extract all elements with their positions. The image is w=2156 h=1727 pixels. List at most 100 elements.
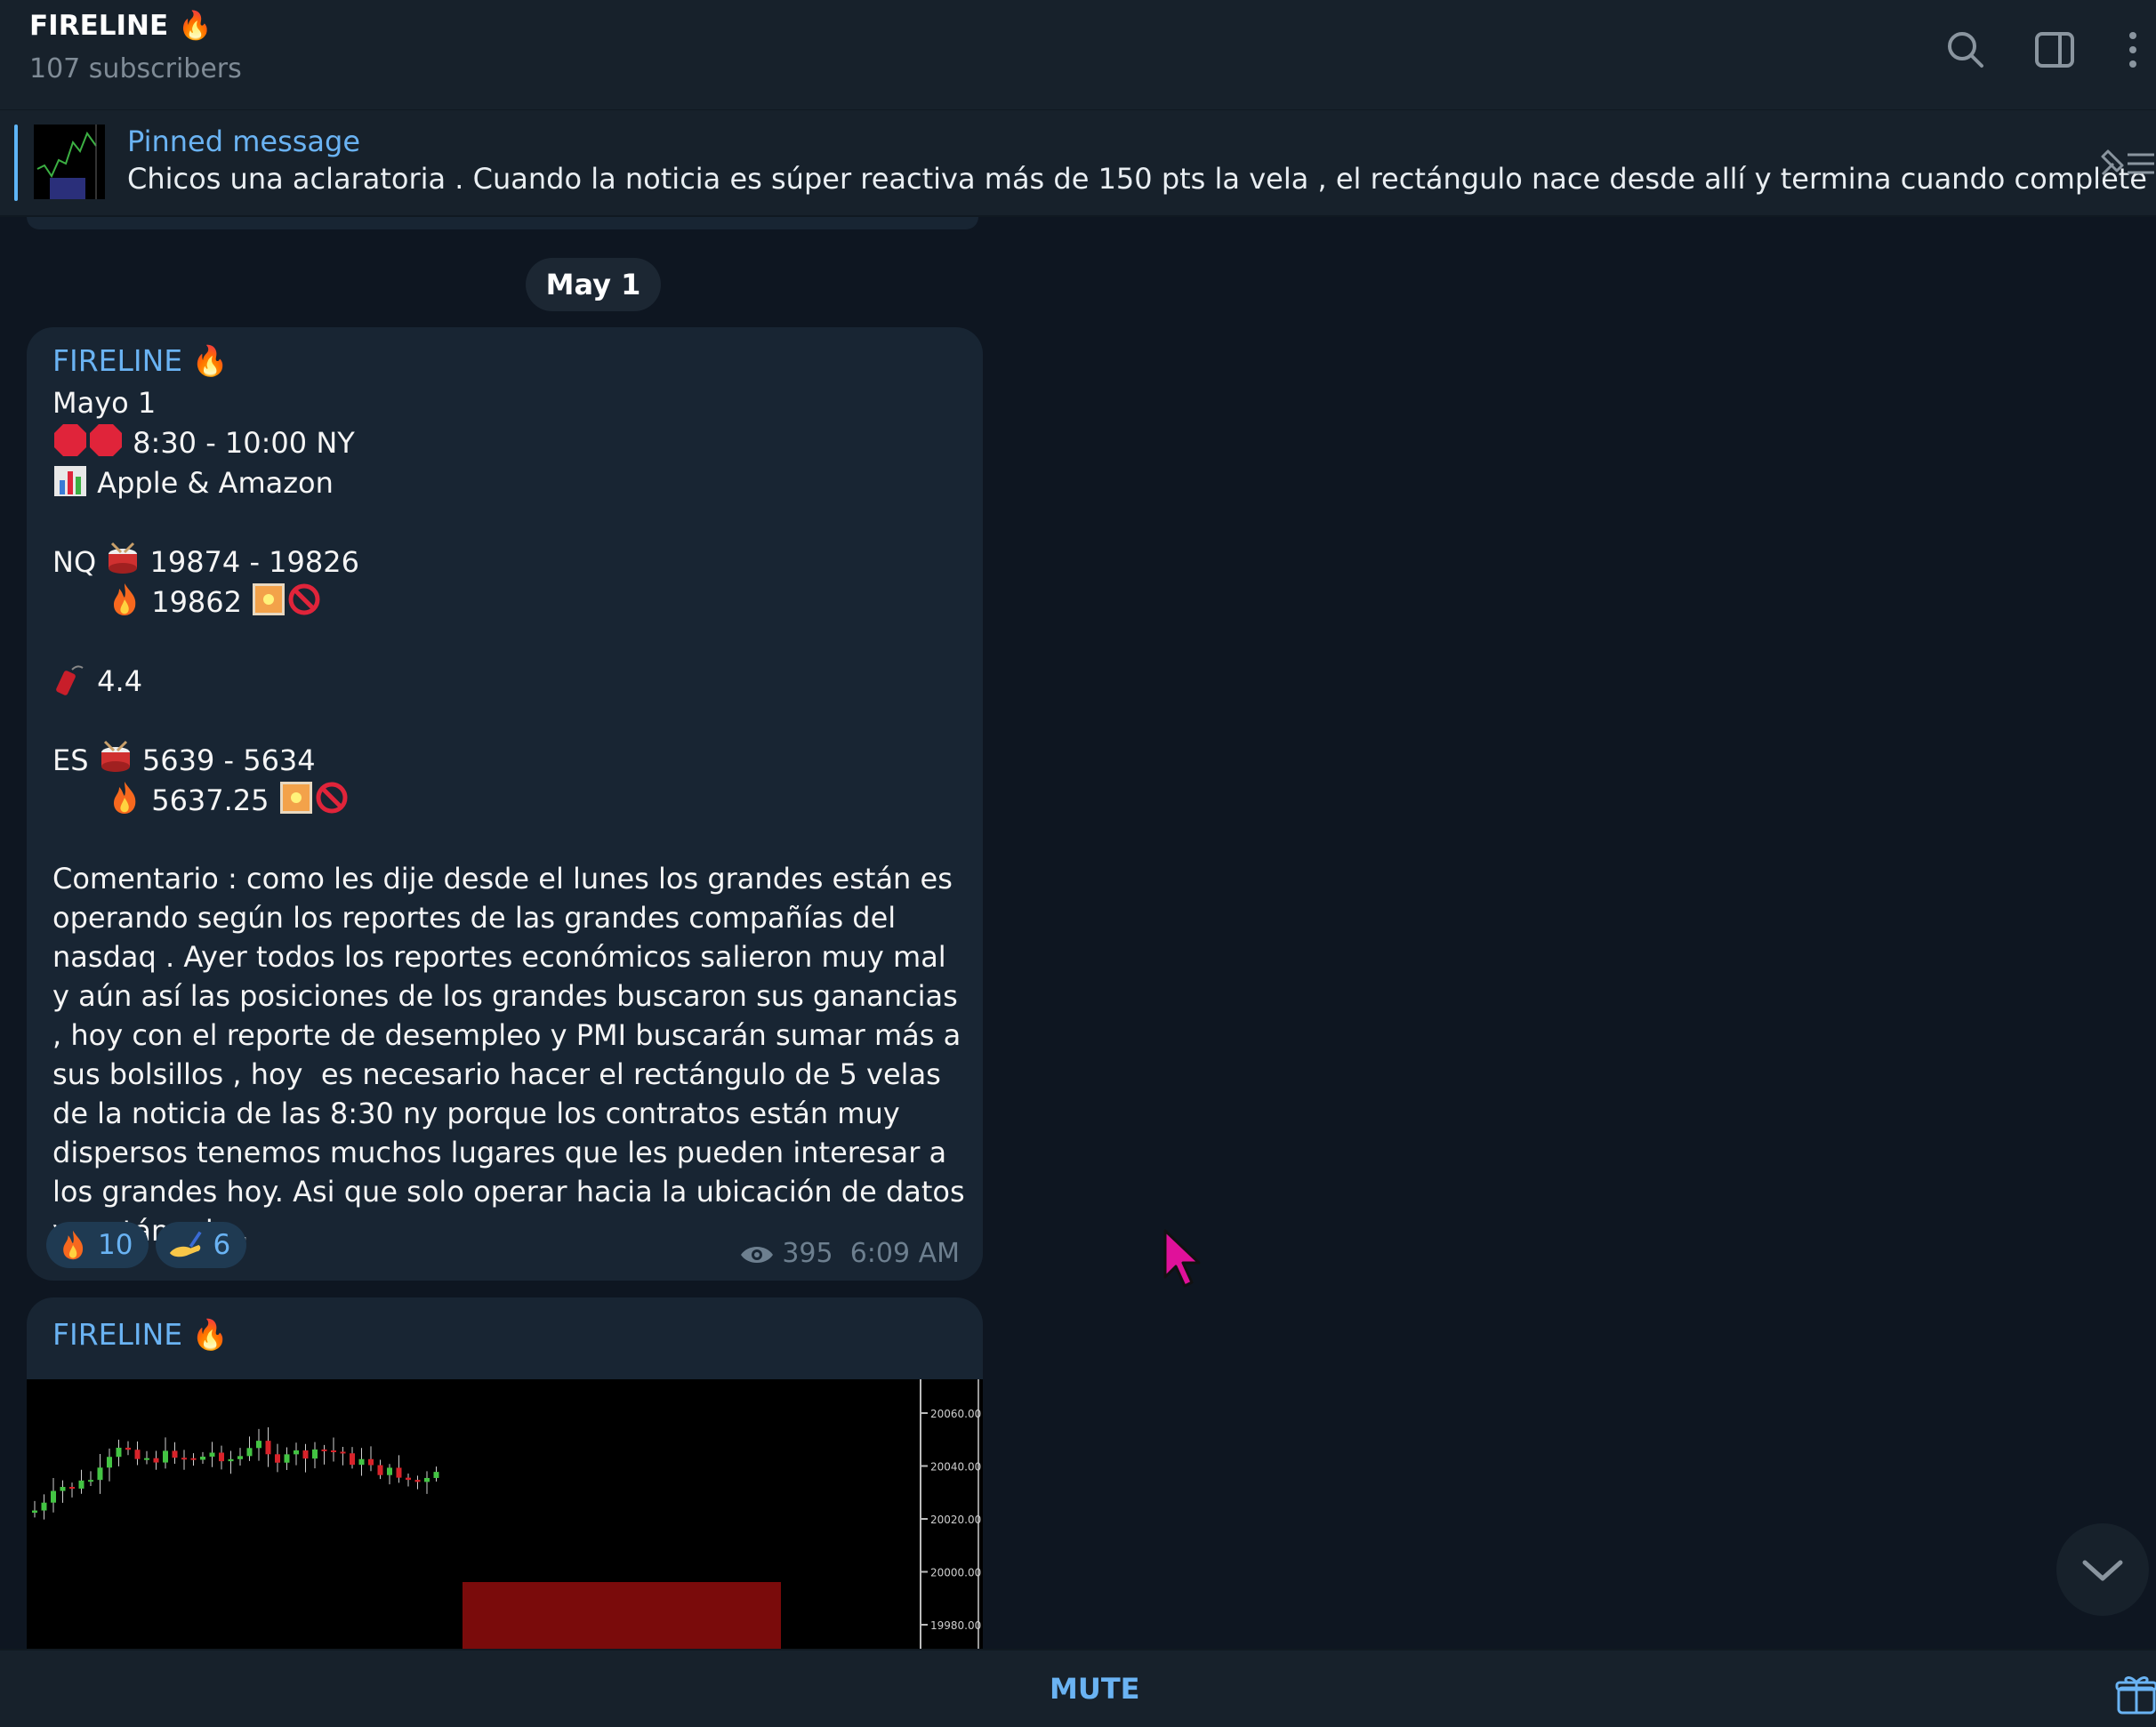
- candle-body: [396, 1467, 402, 1478]
- candle-body: [200, 1456, 205, 1460]
- message-text: Mayo 1 8:30 - 10:00 NY Apple & Amazon NQ…: [52, 383, 969, 1250]
- price-label: 19980.00: [930, 1619, 981, 1632]
- scroll-down-button[interactable]: [2056, 1523, 2149, 1616]
- candle-body: [97, 1467, 103, 1481]
- stop-sign-icon: [88, 422, 124, 458]
- reaction-count: 10: [98, 1229, 133, 1261]
- fire-icon: [63, 1230, 84, 1260]
- candle-body: [219, 1452, 224, 1462]
- candle-body: [144, 1458, 149, 1460]
- message-line: 5639 - 5634: [141, 743, 316, 777]
- candlestick-chart: 20060.00 20040.00 20020.00 20000.00 19980.00: [32, 1379, 981, 1649]
- pinned-list-icon[interactable]: [2096, 142, 2156, 181]
- chevron-down-icon: [2082, 1560, 2123, 1581]
- candle-body: [228, 1458, 234, 1462]
- price-label: 20060.00: [930, 1408, 981, 1420]
- prohibited-icon: [286, 582, 322, 617]
- candle-body: [32, 1510, 37, 1513]
- message-line: NQ: [52, 545, 97, 579]
- candle-body: [116, 1447, 122, 1458]
- reaction-count: 6: [213, 1229, 231, 1261]
- candle-body: [163, 1450, 168, 1463]
- candle-body: [88, 1480, 93, 1482]
- candle-body: [209, 1452, 215, 1457]
- candle-body: [153, 1458, 159, 1463]
- candle-body: [387, 1467, 392, 1475]
- stop-sign-icon: [52, 422, 88, 458]
- candle-body: [69, 1487, 75, 1490]
- candle-body: [358, 1458, 365, 1466]
- candle-body: [237, 1456, 243, 1459]
- message-line: 5637.25: [151, 783, 270, 817]
- candle-body: [406, 1477, 411, 1481]
- highlight-rectangle: [463, 1582, 781, 1649]
- message-bubble[interactable]: FIRELINE 🔥 20060.00 20040.00 20020.00 20000…: [27, 1297, 983, 1649]
- reaction-fire[interactable]: 10: [46, 1222, 149, 1268]
- message-author[interactable]: FIRELINE 🔥: [52, 1317, 229, 1352]
- sidebar-toggle-icon[interactable]: [2031, 27, 2078, 73]
- message-line: 19862: [151, 585, 242, 619]
- message-line: Apple & Amazon: [97, 466, 334, 500]
- candle-body: [331, 1450, 336, 1452]
- previous-message-edge: [27, 217, 978, 229]
- candle-body: [60, 1487, 66, 1491]
- candle-body: [172, 1450, 178, 1458]
- search-icon[interactable]: [1943, 27, 1989, 73]
- gift-icon[interactable]: [2113, 1672, 2156, 1715]
- mute-button[interactable]: MUTE: [1050, 1672, 1140, 1706]
- message-line: 19874 - 19826: [149, 545, 359, 579]
- reaction-writing-hand[interactable]: 6: [156, 1222, 247, 1268]
- message-time: 6:09 AM: [849, 1238, 960, 1269]
- candle-body: [134, 1450, 141, 1459]
- prohibited-icon: [314, 780, 350, 815]
- fireworks-icon: [278, 780, 314, 815]
- candle-body: [377, 1465, 383, 1475]
- firecracker-icon: [52, 661, 88, 696]
- view-count: 395: [782, 1238, 833, 1269]
- candle-body: [350, 1453, 355, 1466]
- candle-body: [246, 1448, 253, 1457]
- message-list[interactable]: May 1 FIRELINE 🔥 Mayo 1 8:30 - 10:00 NY …: [0, 217, 2156, 1649]
- message-author[interactable]: FIRELINE 🔥: [52, 343, 229, 378]
- pinned-text: Chicos una aclaratoria . Cuando la notic…: [127, 162, 2156, 196]
- price-label: 20040.00: [930, 1461, 981, 1474]
- drum-icon: [105, 542, 141, 577]
- fire-icon: [107, 582, 142, 617]
- candle-body: [265, 1441, 271, 1455]
- message-comment: Comentario : como les dije desde el lune…: [52, 862, 974, 1248]
- pinned-message-bar[interactable]: Pinned message Chicos una aclaratoria . …: [0, 110, 2156, 217]
- price-label: 20020.00: [930, 1514, 981, 1526]
- pinned-thumbnail: [34, 125, 105, 199]
- reactions-row: 10 6: [46, 1222, 253, 1268]
- candle-body: [78, 1480, 84, 1489]
- message-line: Mayo 1: [52, 386, 157, 420]
- candle-body: [181, 1458, 187, 1460]
- more-vertical-icon[interactable]: [2110, 27, 2156, 73]
- channel-title[interactable]: FIRELINE 🔥: [29, 10, 213, 42]
- mouse-cursor-icon: [1163, 1229, 1201, 1288]
- candle-body: [284, 1454, 290, 1463]
- message-line: 8:30 - 10:00 NY: [133, 426, 355, 460]
- candle-body: [321, 1449, 327, 1451]
- message-bubble[interactable]: FIRELINE 🔥 Mayo 1 8:30 - 10:00 NY Apple …: [27, 327, 983, 1281]
- candle-body: [424, 1477, 430, 1482]
- chart-image[interactable]: 20060.00 20040.00 20020.00 20000.00 19980.00: [27, 1379, 983, 1649]
- drum-icon: [98, 740, 133, 775]
- candle-body: [340, 1451, 346, 1454]
- candle-body: [51, 1490, 56, 1503]
- message-line: ES: [52, 743, 89, 777]
- candle-body: [294, 1450, 299, 1455]
- fireworks-icon: [251, 582, 286, 617]
- candle-body: [256, 1441, 261, 1449]
- pinned-label: Pinned message: [127, 125, 361, 158]
- views-icon: [741, 1247, 774, 1263]
- message-meta: 395 6:09 AM: [739, 1238, 960, 1269]
- chat-header: FIRELINE 🔥 107 subscribers: [0, 0, 2156, 111]
- bar-chart-icon: [52, 462, 88, 498]
- pinned-indicator: [14, 125, 18, 201]
- candle-body: [433, 1472, 439, 1478]
- date-separator: May 1: [526, 258, 661, 311]
- candle-body: [107, 1457, 112, 1468]
- candle-body: [368, 1458, 374, 1466]
- fire-icon: [107, 780, 142, 815]
